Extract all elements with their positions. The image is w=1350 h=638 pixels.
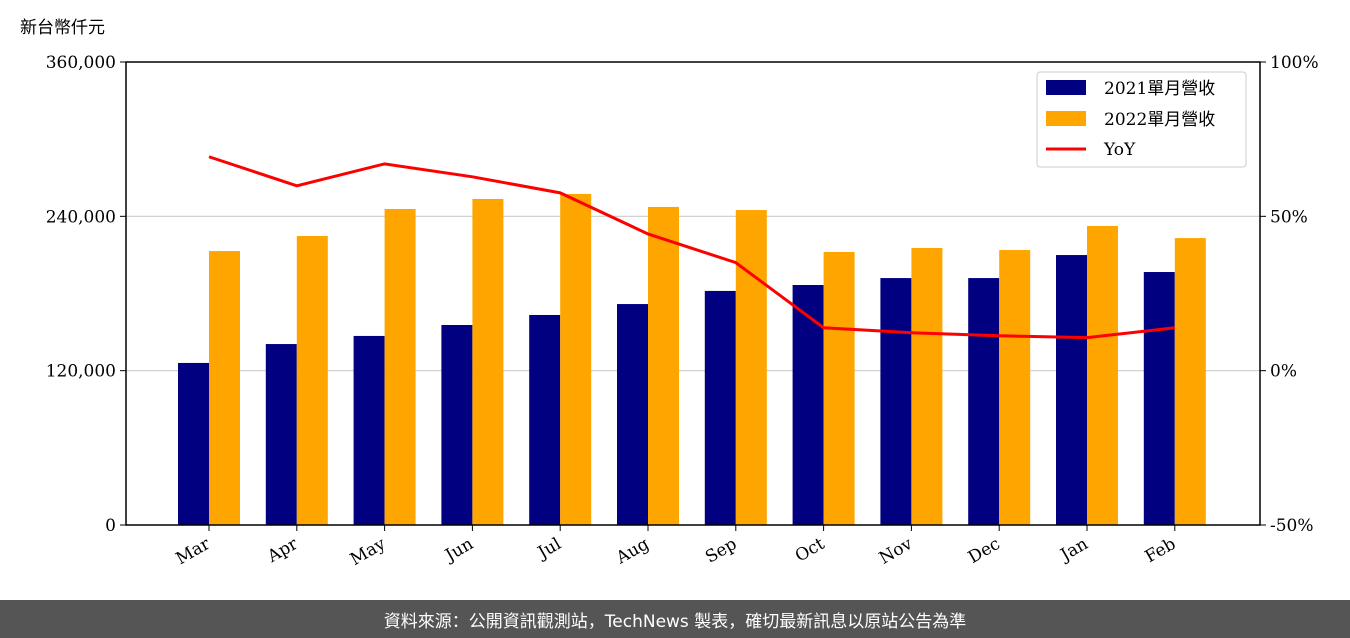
bar-2021-oct [792, 285, 824, 525]
bar-2021-jul [529, 314, 561, 525]
yoy-line [208, 155, 1175, 340]
y-axis-unit-label: 新台幣仟元 [20, 18, 105, 38]
bar-2022-sep [735, 210, 767, 526]
x-tick-label: Jul [533, 534, 565, 564]
bar-2021-nov [880, 278, 912, 525]
bar-2022-apr [296, 236, 328, 525]
footer-source: 資料來源：公開資訊觀測站，TechNews 製表，確切最新訊息以原站公告為準 [0, 600, 1350, 638]
y-tick-label: 240,000 [46, 207, 116, 227]
bar-2021-aug [617, 304, 648, 525]
bar-2021-jan [1056, 255, 1087, 525]
y2-tick-label: 0% [1270, 362, 1297, 382]
bar-2022-jan [1087, 225, 1118, 525]
x-tick-label: Nov [876, 534, 916, 569]
x-tick-label: Jan [1056, 534, 1092, 566]
legend-swatch-2021 [1046, 80, 1086, 95]
legend-label-2022: 2022單月營收 [1104, 110, 1215, 130]
legend-swatch-2022 [1046, 111, 1086, 126]
bar-2021-apr [265, 344, 297, 525]
bar-2022-jun [472, 198, 504, 526]
bar-2021-jun [441, 325, 473, 525]
bar-2021-may [353, 335, 385, 525]
bar-2021-mar [178, 362, 209, 525]
y-tick-label: 0 [105, 516, 116, 536]
bar-2022-nov [911, 247, 943, 525]
x-tick-label: Apr [263, 534, 302, 568]
legend-label-yoy: YoY [1103, 140, 1136, 160]
bar-2021-sep [704, 290, 736, 525]
bar-2022-aug [648, 206, 679, 526]
bar-2022-feb [1174, 238, 1206, 525]
x-tick-label: Dec [965, 534, 1004, 568]
y2-tick-label: 50% [1270, 207, 1308, 227]
bar-2022-jul [560, 193, 592, 525]
y2-tick-label: -50% [1270, 516, 1314, 536]
bar-2022-may [384, 209, 416, 525]
y-tick-label: 360,000 [46, 53, 116, 73]
y2-tick-label: 100% [1270, 53, 1319, 73]
chart: 新台幣仟元 0 120,000 240,000 360,000 -50% 0% 50% 100… [20, 18, 1319, 570]
legend: 2021單月營收 2022單月營收 YoY [1036, 71, 1247, 168]
bar-2022-oct [823, 251, 855, 525]
legend-box [1036, 71, 1247, 168]
y-tick-label: 120,000 [46, 362, 116, 382]
x-tick-label: Sep [702, 534, 740, 568]
plot-frame [125, 61, 1261, 526]
bar-2022-dec [999, 250, 1031, 525]
x-tick-label: Oct [792, 534, 828, 567]
bar-2021-dec [968, 278, 1000, 525]
x-tick-label: Aug [612, 534, 653, 569]
bar-2022-mar [209, 251, 240, 525]
legend-label-2021: 2021單月營收 [1104, 79, 1215, 99]
x-tick-label: Feb [1142, 534, 1180, 567]
x-tick-label: May [347, 534, 390, 570]
x-tick-label: Mar [173, 534, 215, 570]
bar-2021-feb [1143, 272, 1175, 525]
x-tick-label: Jun [440, 534, 477, 567]
